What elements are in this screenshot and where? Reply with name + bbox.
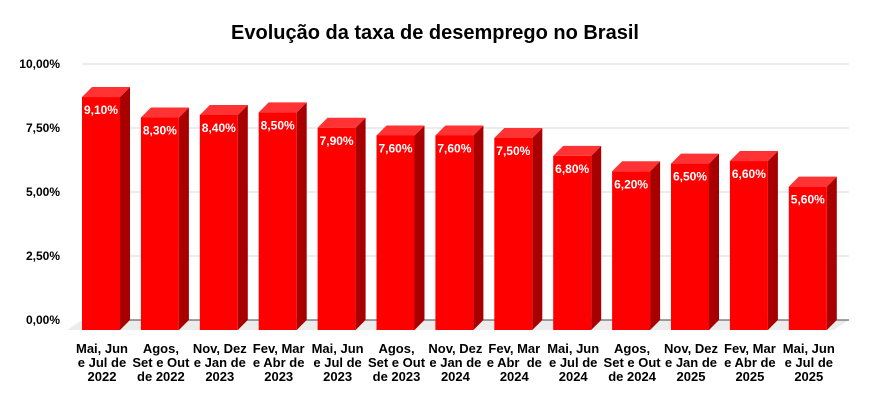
bar-side [650, 161, 661, 330]
bar-side [237, 104, 248, 331]
bar [788, 186, 827, 330]
bar [729, 161, 768, 330]
x-tick-label: Mai, Jun e Jul de 2022 [76, 341, 128, 384]
bar-top [376, 125, 425, 136]
x-tick-label: Agos, Set e Out de 2022 [132, 341, 190, 384]
bar-top [317, 117, 366, 128]
bar-side [296, 102, 307, 331]
x-tick-label: Mai, Jun e Jul de 2025 [783, 341, 835, 384]
x-tick-label: Nov, Dez e Jan de 2023 [193, 341, 247, 384]
bar-top [435, 125, 484, 136]
bar-top [729, 151, 778, 162]
bar-side [826, 176, 837, 330]
bar-side [591, 145, 602, 330]
bar-side [532, 128, 543, 330]
bar [82, 97, 120, 330]
x-tick-label: Fev, Mar e Abr de 2024 [487, 341, 542, 384]
data-label: 7,90% [320, 134, 354, 148]
bar-side [767, 151, 778, 330]
data-label: 6,80% [555, 162, 589, 176]
bar-side [473, 125, 484, 330]
bar-side [178, 107, 189, 331]
bar-top [788, 176, 837, 187]
bar [612, 171, 651, 330]
bar-side [709, 153, 719, 330]
bar [258, 112, 297, 331]
bar-top [612, 161, 661, 172]
bar-top [140, 107, 189, 118]
bar-top [199, 104, 248, 115]
x-tick-label: Nov, Dez e Jan de 2024 [428, 341, 482, 384]
x-tick-label: Agos, Set e Out de 2024 [604, 341, 662, 384]
data-label: 5,60% [791, 193, 825, 207]
bar-side [414, 125, 425, 330]
bar-top [82, 87, 130, 98]
data-label: 8,30% [143, 124, 177, 138]
bar-side [120, 87, 130, 330]
y-tick-label: 0,00% [26, 313, 60, 327]
data-label: 6,50% [673, 170, 707, 184]
bar-side [355, 117, 366, 330]
y-tick-label: 10,00% [19, 57, 60, 71]
bar [494, 138, 533, 330]
bar [553, 155, 592, 330]
chart-title: Evolução da taxa de desemprego no Brasil [231, 22, 639, 44]
x-tick-label: Mai, Jun e Jul de 2024 [547, 341, 599, 384]
x-tick-label: Mai, Jun e Jul de 2023 [312, 341, 364, 384]
bar [376, 135, 415, 330]
data-label: 7,50% [496, 144, 530, 158]
bar-top [671, 153, 719, 164]
data-label: 6,20% [614, 177, 648, 191]
x-tick-label: Agos, Set e Out de 2023 [368, 341, 426, 384]
bar [199, 114, 238, 331]
data-label: 8,40% [202, 121, 236, 135]
bar [317, 127, 356, 330]
bar [671, 163, 709, 330]
bar-top [494, 128, 543, 138]
y-tick-label: 7,50% [26, 121, 60, 135]
data-label: 9,10% [84, 103, 118, 117]
data-label: 7,60% [437, 141, 471, 155]
data-label: 7,60% [378, 141, 412, 155]
x-tick-label: Fev, Mar e Abr de 2023 [253, 341, 305, 384]
data-label: 6,60% [732, 167, 766, 181]
x-tick-label: Nov, Dez e Jan de 2025 [664, 341, 718, 384]
bar-top [258, 102, 307, 113]
bar-top [553, 145, 602, 156]
bar [435, 135, 474, 330]
x-tick-label: Fev, Mar e Abr de 2025 [724, 341, 776, 384]
bar [140, 117, 179, 331]
data-label: 8,50% [261, 118, 295, 132]
y-tick-label: 5,00% [26, 185, 60, 199]
y-tick-label: 2,50% [26, 249, 60, 263]
